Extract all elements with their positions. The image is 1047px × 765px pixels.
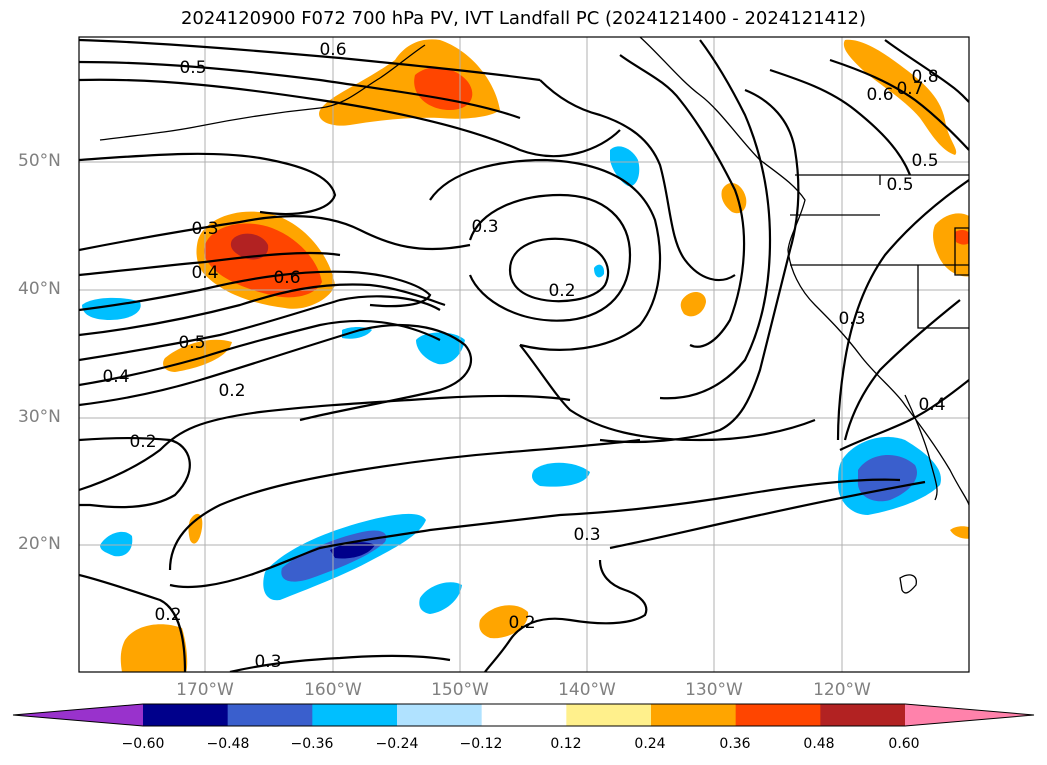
anomaly-negative-east-center (532, 462, 590, 487)
colorbar-segment (227, 704, 313, 726)
colorbar-tick: 0.24 (634, 736, 666, 752)
contour-label: 0.2 (218, 381, 245, 401)
lon-label: 170°W (176, 680, 234, 700)
colorbar-segment (397, 704, 483, 726)
anomaly-negative-small-tropics (100, 531, 133, 557)
contour-label: 0.8 (911, 67, 938, 87)
map-frame (78, 36, 970, 673)
colorbar-segment (735, 704, 821, 726)
lon-label: 160°W (304, 680, 362, 700)
lon-label: 120°W (813, 680, 871, 700)
anomaly-positive-tropical-west (188, 513, 203, 544)
contour-label: 0.6 (273, 268, 300, 288)
contour-label: 0.7 (896, 79, 923, 99)
contour-label: 0.4 (102, 367, 129, 387)
colorbar-extension-max (905, 704, 1034, 726)
contour-label: 0.2 (129, 432, 156, 452)
anomaly-negative-south-center (419, 582, 462, 614)
contour-label: 0.2 (508, 613, 535, 633)
colorbar-segment (481, 704, 567, 726)
colorbar-tick: −0.60 (121, 736, 165, 752)
lon-label: 140°W (558, 680, 616, 700)
lat-label: 50°N (18, 151, 61, 171)
colorbar-tick: 0.12 (550, 736, 582, 752)
anomaly-positive-se-corner (950, 526, 969, 539)
contour-label: 0.3 (573, 525, 600, 545)
lat-label: 30°N (18, 407, 61, 427)
colorbar-segment (651, 704, 737, 726)
lon-label: 150°W (431, 680, 489, 700)
shaded-anomalies (82, 39, 969, 672)
colorbar-outline (12, 703, 1035, 727)
contour-label: 0.5 (179, 58, 206, 78)
lat-label: 40°N (18, 279, 61, 299)
colorbar-tick: −0.12 (459, 736, 503, 752)
map-title: 2024120900 F072 700 hPa PV, IVT Landfall… (180, 8, 867, 29)
lat-label: 20°N (18, 534, 61, 554)
colorbar-tick: −0.24 (375, 736, 419, 752)
anomaly-positive-south (479, 605, 529, 639)
colorbar-extension-min (13, 704, 143, 726)
colorbar-tick: 0.60 (888, 736, 920, 752)
contour-label: 0.5 (178, 333, 205, 353)
contour-label: 0.4 (191, 263, 218, 283)
anomaly-negative-hawaii-core (330, 542, 375, 559)
anomaly-negative-center (416, 332, 465, 365)
contour-labels: 0.6 0.5 0.3 0.4 0.6 0.5 0.4 0.2 0.2 0.3 … (102, 40, 945, 672)
contour-label: 0.2 (154, 605, 181, 625)
anomaly-positive-nevada (933, 213, 969, 277)
colorbar-segment (566, 704, 652, 726)
pv-contours (79, 38, 969, 672)
anomaly-negative-baja-core (857, 454, 918, 502)
contour-label: 0.3 (254, 652, 281, 672)
contour-label: 0.3 (191, 219, 218, 239)
contour-label: 0.2 (548, 281, 575, 301)
colorbar-segment (312, 704, 398, 726)
anomaly-positive-midpac-core (230, 233, 269, 260)
anomaly-positive-southwest (120, 624, 188, 672)
colorbar-tick: 0.36 (719, 736, 751, 752)
colorbar-tick: 0.48 (803, 736, 835, 752)
contour-label: 0.3 (838, 309, 865, 329)
anomaly-positive-nevada-core (955, 230, 969, 245)
colorbar-tick: −0.36 (290, 736, 334, 752)
colorbar-segment (143, 704, 229, 726)
contour-label: 0.4 (918, 395, 945, 415)
colorbar-segment (820, 704, 906, 726)
contour-label: 0.5 (886, 175, 913, 195)
contour-label: 0.3 (471, 217, 498, 237)
anomaly-negative-bc-offshore (610, 146, 640, 187)
colorbar (12, 703, 1035, 727)
anomaly-negative-small-north (594, 264, 605, 278)
contour-label: 0.5 (911, 151, 938, 171)
anomaly-positive-gulf-alaska-core (414, 67, 473, 110)
anomaly-positive-offshore (680, 291, 706, 317)
contour-label: 0.6 (319, 40, 346, 60)
lon-label: 130°W (685, 680, 743, 700)
colorbar-tick: −0.48 (206, 736, 250, 752)
anomaly-positive-northeast (843, 39, 957, 156)
contour-label: 0.6 (866, 85, 893, 105)
